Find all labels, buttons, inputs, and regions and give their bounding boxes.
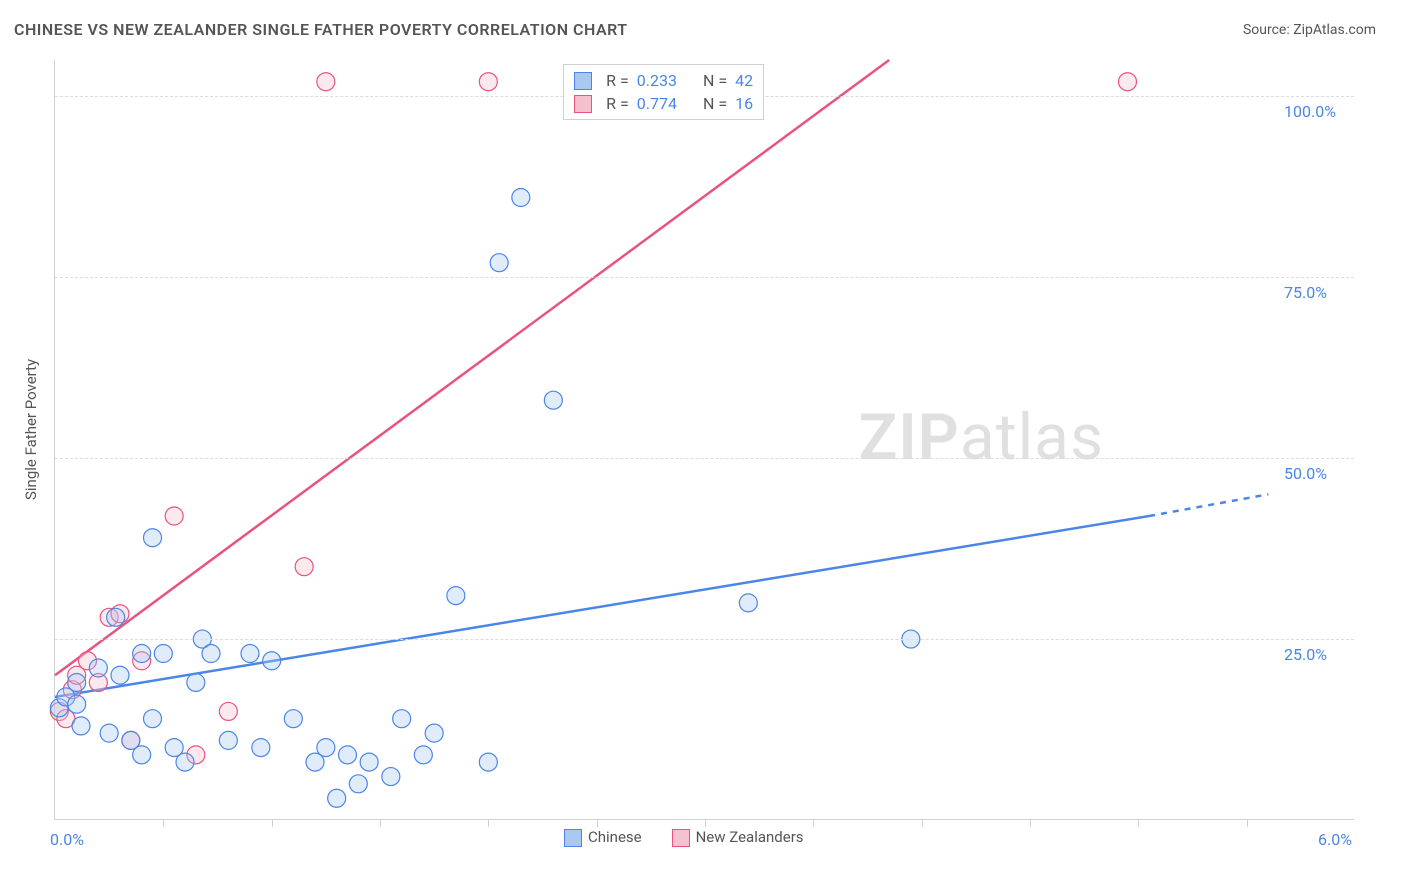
nz-point xyxy=(219,702,237,720)
stats-r-value: 0.774 xyxy=(637,94,677,113)
chinese-point xyxy=(241,645,259,663)
gridline-horizontal xyxy=(55,458,1354,459)
stats-swatch xyxy=(574,72,592,90)
legend-item: New Zealanders xyxy=(672,828,804,847)
chinese-point xyxy=(393,710,411,728)
y-tick-label: 25.0% xyxy=(1284,645,1327,664)
legend-bottom: Chinese New Zealanders xyxy=(564,828,804,847)
chinese-point xyxy=(349,775,367,793)
chinese-point xyxy=(252,739,270,757)
stats-r-label: R = xyxy=(606,71,629,90)
chinese-trend-line-dashed xyxy=(1149,494,1268,516)
legend-label: New Zealanders xyxy=(696,828,804,846)
y-tick-label: 75.0% xyxy=(1284,283,1327,302)
chinese-point xyxy=(68,695,86,713)
x-tick xyxy=(1138,819,1139,827)
nz-trend-line xyxy=(55,60,889,675)
chinese-point xyxy=(202,645,220,663)
chinese-point xyxy=(176,753,194,771)
chinese-point xyxy=(111,666,129,684)
chinese-point xyxy=(100,724,118,742)
chinese-point xyxy=(544,391,562,409)
x-tick xyxy=(272,819,273,827)
chinese-point xyxy=(144,529,162,547)
stats-row: R = 0.774 N = 16 xyxy=(574,92,753,115)
legend-swatch xyxy=(564,829,582,847)
x-tick-label: 6.0% xyxy=(1318,830,1352,849)
chinese-point xyxy=(382,768,400,786)
nz-point xyxy=(479,73,497,91)
chinese-point xyxy=(187,673,205,691)
chinese-point xyxy=(512,189,530,207)
y-axis-label: Single Father Poverty xyxy=(22,359,40,500)
stats-r-value: 0.233 xyxy=(637,71,677,90)
y-tick-label: 50.0% xyxy=(1284,464,1327,483)
stats-r-label: R = xyxy=(606,94,629,113)
source-attribution: Source: ZipAtlas.com xyxy=(1243,22,1376,38)
chinese-point xyxy=(133,645,151,663)
x-tick xyxy=(705,819,706,827)
gridline-horizontal xyxy=(55,639,1354,640)
x-tick xyxy=(163,819,164,827)
chinese-point xyxy=(490,254,508,272)
x-tick xyxy=(1030,819,1031,827)
chinese-point xyxy=(219,731,237,749)
stats-n-value: 42 xyxy=(735,71,753,90)
x-tick xyxy=(813,819,814,827)
chinese-point xyxy=(360,753,378,771)
chinese-point xyxy=(144,710,162,728)
chart-svg xyxy=(55,60,1355,820)
y-tick-label: 100.0% xyxy=(1284,102,1336,121)
legend-item: Chinese xyxy=(564,828,642,847)
x-tick-label: 0.0% xyxy=(50,830,84,849)
chinese-point xyxy=(479,753,497,771)
stats-n-label: N = xyxy=(703,94,727,113)
legend-swatch xyxy=(672,829,690,847)
nz-point xyxy=(295,558,313,576)
x-tick xyxy=(380,819,381,827)
chinese-point xyxy=(414,746,432,764)
chinese-point xyxy=(133,746,151,764)
stats-n-value: 16 xyxy=(735,94,753,113)
gridline-horizontal xyxy=(55,277,1354,278)
chinese-point xyxy=(339,746,357,764)
chinese-point xyxy=(447,587,465,605)
chinese-point xyxy=(284,710,302,728)
stats-row: R = 0.233 N = 42 xyxy=(574,69,753,92)
stats-n-label: N = xyxy=(703,71,727,90)
chart-container: CHINESE VS NEW ZEALANDER SINGLE FATHER P… xyxy=(0,0,1406,892)
chinese-point xyxy=(317,739,335,757)
nz-point xyxy=(1119,73,1137,91)
x-tick xyxy=(488,819,489,827)
chinese-point xyxy=(739,594,757,612)
chart-title: CHINESE VS NEW ZEALANDER SINGLE FATHER P… xyxy=(14,20,628,39)
chinese-trend-line xyxy=(55,516,1149,697)
stats-legend-box: R = 0.233 N = 42 R = 0.774 N = 16 xyxy=(563,64,764,120)
chinese-point xyxy=(89,659,107,677)
chinese-point xyxy=(263,652,281,670)
chinese-point xyxy=(68,673,86,691)
plot-area: ZIPatlas xyxy=(54,60,1354,820)
x-tick xyxy=(1247,819,1248,827)
x-tick xyxy=(597,819,598,827)
legend-label: Chinese xyxy=(588,828,642,846)
stats-swatch xyxy=(574,95,592,113)
x-tick xyxy=(922,819,923,827)
chinese-point xyxy=(72,717,90,735)
chinese-point xyxy=(107,608,125,626)
nz-point xyxy=(165,507,183,525)
chinese-point xyxy=(154,645,172,663)
nz-point xyxy=(317,73,335,91)
chinese-point xyxy=(328,789,346,807)
chinese-point xyxy=(425,724,443,742)
